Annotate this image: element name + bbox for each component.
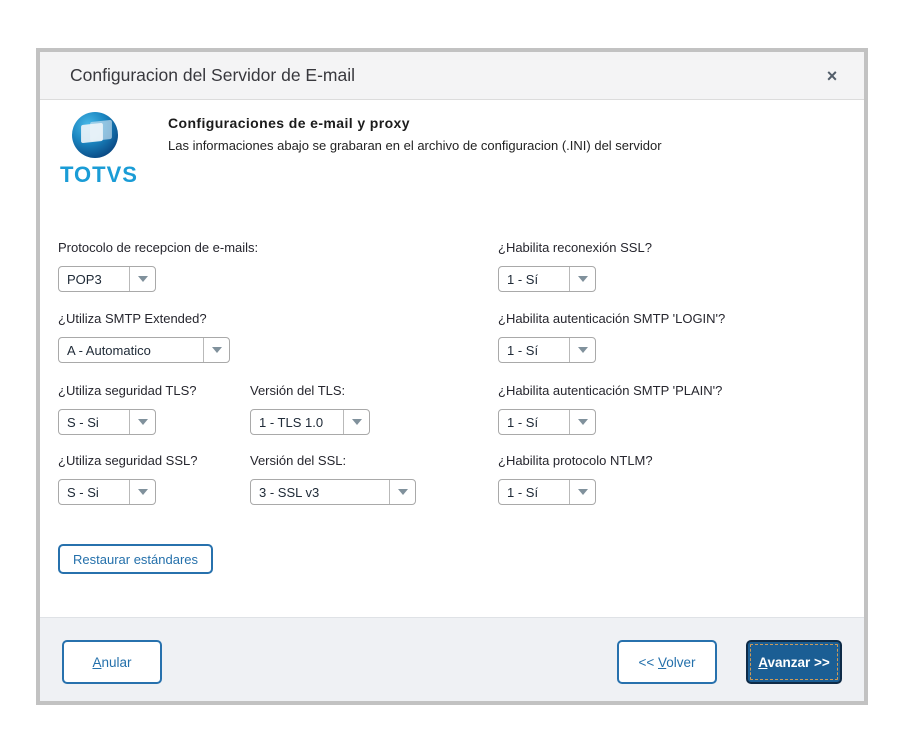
- dropdown-arrow-button[interactable]: [203, 338, 229, 362]
- dialog-title: Configuracion del Servidor de E-mail: [70, 65, 355, 85]
- dialog-footer: Anular << Volver Avanzar >>: [40, 617, 864, 701]
- protocolo-recepcion-select[interactable]: POP3: [58, 266, 156, 292]
- chevron-down-icon: [137, 419, 148, 425]
- dropdown-arrow-button[interactable]: [569, 267, 595, 291]
- selected-value: A - Automatico: [67, 342, 151, 358]
- version-ssl-select[interactable]: 3 - SSL v3: [250, 479, 416, 505]
- field-label-version-ssl: Versión del SSL:: [250, 453, 347, 468]
- dropdown-arrow-button[interactable]: [343, 410, 369, 434]
- chevron-down-icon: [577, 276, 588, 282]
- habilita-reconexion-ssl-select[interactable]: 1 - Sí: [498, 266, 596, 292]
- dropdown-arrow-button[interactable]: [569, 480, 595, 504]
- restore-defaults-button[interactable]: Restaurar estándares: [58, 544, 214, 574]
- back-button[interactable]: << Volver: [617, 640, 717, 684]
- chevron-down-icon: [137, 489, 148, 495]
- cancel-button[interactable]: Anular: [62, 640, 162, 684]
- page-subtitle: Las informaciones abajo se grabaran en e…: [168, 138, 662, 153]
- dropdown-arrow-button[interactable]: [569, 410, 595, 434]
- field-label-protocolo-recepcion: Protocolo de recepcion de e-mails:: [58, 240, 259, 255]
- chevron-down-icon: [351, 419, 362, 425]
- dropdown-arrow-button[interactable]: [129, 267, 155, 291]
- field-label-reconexion-ssl: ¿Habilita reconexión SSL?: [498, 240, 652, 255]
- selected-value: 1 - Sí: [507, 414, 539, 430]
- field-label-protocolo-ntlm: ¿Habilita protocolo NTLM?: [498, 453, 653, 468]
- utiliza-smtp-extended-select[interactable]: A - Automatico: [58, 337, 230, 363]
- dropdown-arrow-button[interactable]: [569, 338, 595, 362]
- totvs-logo-text: TOTVS: [60, 162, 138, 187]
- selected-value: POP3: [67, 271, 102, 287]
- dialog-body: TOTVS Configuraciones de e-mail y proxy …: [40, 100, 864, 617]
- habilita-protocolo-ntlm-select[interactable]: 1 - Sí: [498, 479, 596, 505]
- chevron-down-icon: [577, 347, 588, 353]
- field-label-seguridad-tls: ¿Utiliza seguridad TLS?: [58, 383, 197, 398]
- field-label-seguridad-ssl: ¿Utiliza seguridad SSL?: [58, 453, 198, 468]
- field-label-smtp-plain: ¿Habilita autenticación SMTP 'PLAIN'?: [498, 383, 723, 398]
- chevron-down-icon: [577, 419, 588, 425]
- totvs-logo: TOTVS: [60, 112, 170, 188]
- dropdown-arrow-button[interactable]: [389, 480, 415, 504]
- next-button[interactable]: Avanzar >>: [746, 640, 842, 684]
- selected-value: S - Si: [67, 484, 99, 500]
- dropdown-arrow-button[interactable]: [129, 480, 155, 504]
- field-label-smtp-extended: ¿Utiliza SMTP Extended?: [58, 311, 207, 326]
- selected-value: 1 - Sí: [507, 271, 539, 287]
- close-icon[interactable]: ×: [826, 66, 838, 86]
- totvs-sphere-icon: [72, 112, 118, 158]
- field-label-version-tls: Versión del TLS:: [250, 383, 346, 398]
- habilita-aut-smtp-plain-select[interactable]: 1 - Sí: [498, 409, 596, 435]
- chevron-down-icon: [137, 276, 148, 282]
- habilita-aut-smtp-login-select[interactable]: 1 - Sí: [498, 337, 596, 363]
- page-title: Configuraciones de e-mail y proxy: [168, 115, 410, 131]
- chevron-down-icon: [577, 489, 588, 495]
- dialog-titlebar: Configuracion del Servidor de E-mail ×: [40, 52, 864, 100]
- selected-value: 1 - Sí: [507, 484, 539, 500]
- selected-value: S - Si: [67, 414, 99, 430]
- chevron-down-icon: [211, 347, 222, 353]
- email-server-config-dialog: Configuracion del Servidor de E-mail × T…: [36, 48, 868, 705]
- selected-value: 1 - TLS 1.0: [259, 414, 324, 430]
- utiliza-seguridad-ssl-select[interactable]: S - Si: [58, 479, 156, 505]
- utiliza-seguridad-tls-select[interactable]: S - Si: [58, 409, 156, 435]
- selected-value: 1 - Sí: [507, 342, 539, 358]
- version-tls-select[interactable]: 1 - TLS 1.0: [250, 409, 370, 435]
- dropdown-arrow-button[interactable]: [129, 410, 155, 434]
- selected-value: 3 - SSL v3: [259, 484, 320, 500]
- chevron-down-icon: [397, 489, 408, 495]
- field-label-smtp-login: ¿Habilita autenticación SMTP 'LOGIN'?: [498, 311, 726, 326]
